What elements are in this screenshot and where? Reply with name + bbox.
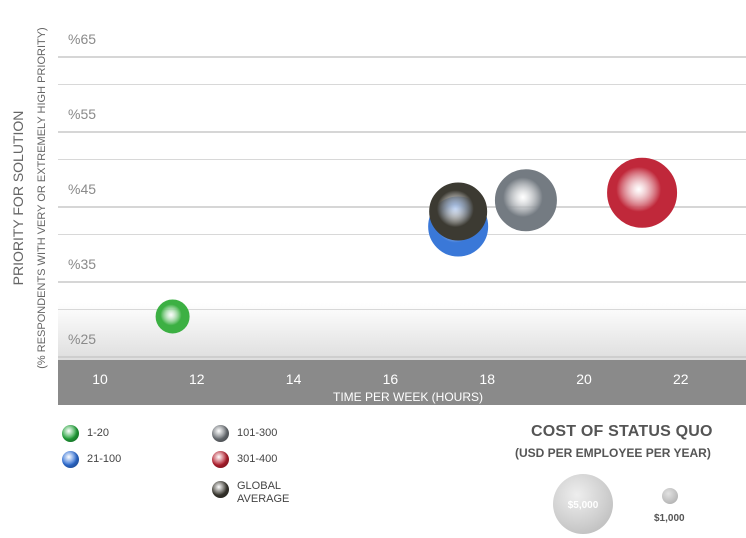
x-tick-label: 20 — [576, 371, 592, 387]
legend-label: 101-300 — [237, 427, 278, 439]
y-tick-label: %65 — [68, 31, 96, 47]
legend-item-301-400: 301-400 — [212, 451, 278, 468]
x-tick-label: 10 — [92, 371, 108, 387]
cost-large-label: $5,000 — [567, 500, 599, 511]
cost-legend-subtitle: (USD PER EMPLOYEE PER YEAR) — [515, 446, 711, 460]
cost-legend-title: COST OF STATUS QUO — [531, 423, 713, 440]
x-tick-label: 22 — [673, 371, 689, 387]
bubble-101-300 — [494, 169, 557, 232]
chart: %25 %35 %45 %55 %65 10 12 14 16 18 20 22 TIME PER … — [10, 27, 746, 405]
bubble-global-average — [429, 182, 488, 241]
legend-dot-icon — [62, 451, 79, 468]
y-tick-label: %55 — [68, 106, 96, 122]
legend-label: 21-100 — [87, 453, 122, 465]
y-tick-label: %45 — [68, 181, 96, 197]
x-tick-label: 18 — [479, 371, 495, 387]
x-tick-label: 16 — [383, 371, 399, 387]
x-axis-band — [58, 360, 746, 405]
legend-item-21-100: 21-100 — [62, 451, 122, 468]
legend-dot-icon — [212, 451, 229, 468]
x-tick-label: 12 — [189, 371, 205, 387]
legend-dot-icon — [212, 481, 229, 498]
y-axis-subtitle: (% RESPONDENTS WITH VERY OR EXTREMELY HI… — [36, 27, 48, 368]
y-tick-label: %35 — [68, 256, 96, 272]
legend-item-global-average: GLOBAL AVERAGE — [212, 480, 307, 506]
x-tick-label: 14 — [286, 371, 302, 387]
legend-dot-icon — [212, 425, 229, 442]
legend-label: 301-400 — [237, 453, 278, 465]
cost-small-bubble — [662, 488, 678, 504]
legend-label: 1-20 — [87, 427, 110, 439]
cost-large-bubble: $5,000 — [553, 474, 613, 534]
legend-item-101-300: 101-300 — [212, 425, 278, 442]
y-axis-title: PRIORITY FOR SOLUTION — [10, 111, 26, 286]
legend-dot-icon — [62, 425, 79, 442]
legend-label: GLOBAL AVERAGE — [237, 480, 290, 505]
legend-item-1-20: 1-20 — [62, 425, 110, 442]
bubble-1-20 — [155, 299, 190, 334]
cost-small-label: $1,000 — [654, 513, 685, 524]
x-axis-title: TIME PER WEEK (HOURS) — [333, 390, 483, 404]
y-tick-label: %25 — [68, 331, 96, 347]
bubble-301-400 — [607, 157, 678, 228]
